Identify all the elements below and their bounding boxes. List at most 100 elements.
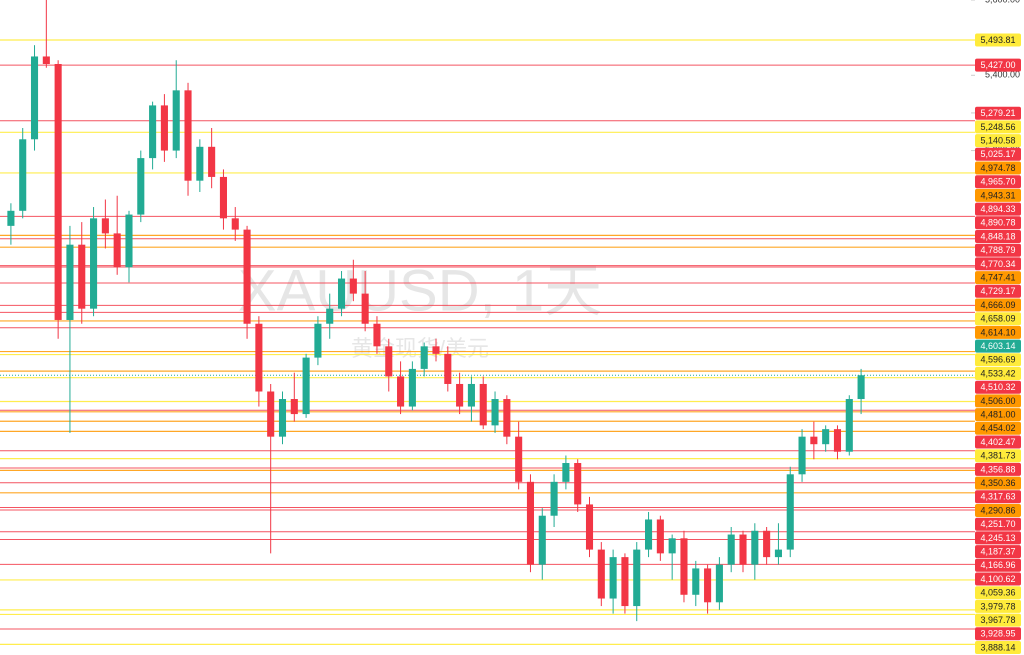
candle-body (456, 383, 464, 407)
price-label: 4,245.13 (975, 531, 1021, 545)
price-label-text: 4,729.17 (980, 286, 1015, 296)
candle-body (621, 557, 629, 607)
price-label-box (975, 394, 1021, 408)
price-label: 3,888.14 (975, 641, 1021, 654)
price-label-text: 4,356.88 (980, 464, 1015, 474)
candle-body (290, 399, 298, 415)
price-label: 4,974.78 (975, 161, 1021, 175)
candle-body (326, 308, 334, 324)
price-label-text: 5,140.58 (980, 135, 1015, 145)
candle-body (786, 474, 794, 550)
price-label-text: 5,279.21 (980, 108, 1015, 118)
candle-body (408, 368, 416, 407)
price-label-box (975, 449, 1021, 463)
price-label-box (975, 58, 1021, 72)
candle-body (526, 481, 535, 565)
price-label-box (975, 599, 1021, 613)
candle-body (66, 244, 74, 320)
candle-body (255, 323, 263, 392)
candle-body (479, 383, 487, 426)
price-label-text: 4,290.86 (980, 505, 1015, 515)
candle-body (54, 63, 62, 320)
price-label-box (975, 202, 1021, 216)
price-label-text: 4,510.32 (980, 382, 1015, 392)
candle-body (562, 463, 570, 482)
price-label-box (975, 284, 1021, 298)
price-label-text: 3,967.78 (980, 615, 1015, 625)
price-label: 4,350.36 (975, 476, 1021, 490)
candle-body (219, 176, 227, 219)
price-label: 4,747.41 (975, 271, 1021, 285)
price-label-text: 4,890.78 (980, 218, 1015, 228)
price-label: 4,166.96 (975, 558, 1021, 572)
price-label-box (975, 613, 1021, 627)
candle-body (774, 549, 782, 558)
price-label: 3,979.78 (975, 599, 1021, 613)
candle-body (278, 399, 287, 437)
price-label-text: 4,533.42 (980, 368, 1015, 378)
candle-body (656, 519, 664, 554)
y-tick-label: 5,400.00 (985, 70, 1020, 80)
price-label-box (975, 408, 1021, 422)
price-label: 4,603.14 (975, 339, 1021, 353)
price-label-text: 5,427.00 (980, 60, 1015, 70)
price-label: 4,059.36 (975, 586, 1021, 600)
price-label: 4,533.42 (975, 367, 1021, 380)
candle-body (633, 549, 641, 607)
price-label-text: 4,658.09 (980, 314, 1015, 324)
price-label-text: 4,166.96 (980, 560, 1015, 570)
price-label-text: 4,770.34 (980, 259, 1015, 269)
price-label: 4,187.37 (975, 545, 1021, 559)
price-label-text: 3,928.95 (980, 629, 1015, 639)
candle-body (113, 233, 121, 268)
y-tick-label: 5,600.00 (985, 0, 1020, 4)
price-label: 3,967.78 (975, 613, 1021, 627)
price-label-text: 4,187.37 (980, 546, 1015, 556)
price-label-text: 4,506.00 (980, 396, 1015, 406)
candle-body (857, 375, 865, 400)
candle-body (30, 56, 39, 140)
price-label-box (975, 216, 1021, 230)
price-label-text: 4,747.41 (980, 272, 1015, 282)
candle-body (692, 568, 700, 595)
price-label: 4,894.33 (975, 202, 1021, 216)
candle-body (715, 564, 723, 603)
price-label-text: 4,848.18 (980, 231, 1015, 241)
price-label-box (975, 230, 1021, 243)
candle-body (149, 105, 157, 159)
price-label-text: 4,251.70 (980, 519, 1015, 529)
candle-body (184, 90, 192, 181)
price-label: 4,251.70 (975, 517, 1021, 531)
candle-body (680, 538, 688, 595)
candle-body (196, 146, 204, 181)
candle-body (90, 218, 98, 309)
candle-body (491, 399, 499, 426)
candle-body (597, 549, 605, 599)
price-label-box (975, 120, 1021, 134)
candle-body (19, 139, 27, 211)
price-label-box (975, 312, 1021, 326)
watermark-subtitle: 黄金现货/美元 (351, 336, 489, 361)
price-label: 4,965.70 (975, 175, 1021, 189)
price-label-box (975, 271, 1021, 285)
candle-body (763, 530, 771, 558)
candle-body (42, 56, 50, 64)
candle-body (798, 436, 806, 475)
price-label-box (975, 353, 1021, 367)
candle-body (503, 399, 511, 437)
watermark-title: XAUUSD, 1天 (238, 258, 602, 323)
candle-body (373, 323, 381, 347)
price-label-text: 4,317.63 (980, 492, 1015, 502)
candle-body (574, 463, 582, 505)
candle-body (515, 436, 523, 482)
price-label-text: 4,788.79 (980, 245, 1015, 255)
price-label-box (975, 490, 1021, 504)
candle-body (208, 146, 216, 177)
price-label-box (975, 147, 1021, 161)
price-label-box (975, 572, 1021, 586)
price-label: 4,402.47 (975, 435, 1021, 449)
price-label: 4,788.79 (975, 243, 1021, 257)
candle-body (751, 530, 759, 565)
price-label-text: 4,481.00 (980, 409, 1015, 419)
price-label: 3,928.95 (975, 627, 1021, 641)
